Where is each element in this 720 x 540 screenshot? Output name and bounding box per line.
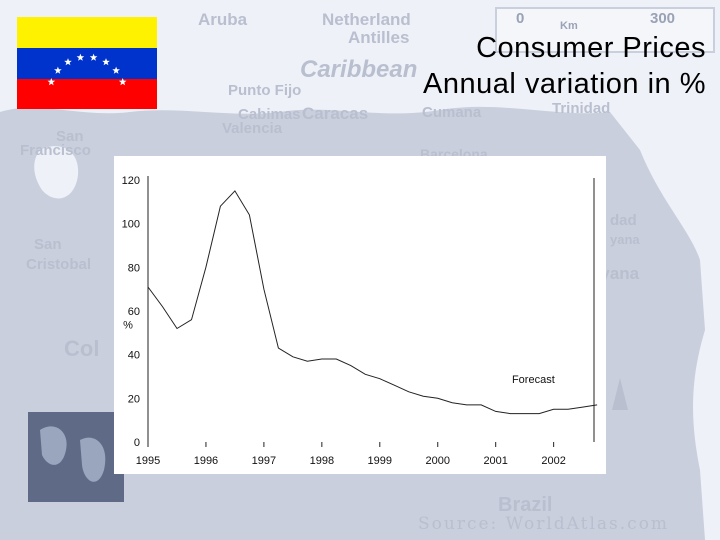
flag-star-icon [76, 53, 85, 61]
map-label: Caribbean [300, 56, 418, 83]
consumer-prices-chart: 0 20 40 60 80 100 120 1995 1996 1997 1998 1999 2000… [114, 156, 606, 474]
flag-star-icon [64, 58, 72, 66]
flag-star-icon [112, 66, 120, 74]
x-tick-label: 1997 [252, 455, 276, 467]
x-tick-label: 1998 [310, 455, 334, 467]
y-tick-label: 60 [128, 306, 140, 318]
x-tick-label: 1995 [136, 455, 160, 467]
map-label: Col [64, 336, 100, 361]
world-inset-map [28, 412, 124, 502]
scale-bar-box [495, 7, 715, 53]
scale-bar-unit: Km [560, 20, 578, 32]
flag-red-band [17, 79, 157, 109]
x-axis-ticks: 1995 1996 1997 1998 1999 2000 2001 2002 [136, 442, 566, 467]
map-label: dad [610, 212, 637, 229]
map-label: Cristobal [26, 256, 92, 273]
map-label: Trinidad [552, 100, 611, 117]
y-tick-label: 100 [122, 219, 140, 231]
map-label: Cabimas [238, 106, 301, 123]
map-label: San [34, 236, 62, 253]
slide-title-line-2: Annual variation in % [423, 68, 706, 100]
y-tick-label: 0 [134, 437, 140, 449]
y-axis-ticks: 0 20 40 60 80 100 120 [122, 175, 140, 449]
map-label: Aruba [198, 10, 248, 29]
map-label: Caracas [302, 104, 369, 123]
y-tick-label: 20 [128, 393, 140, 405]
venezuela-flag-icon [17, 17, 157, 109]
flag-star-icon [89, 53, 98, 61]
world-inset-land [40, 426, 106, 482]
y-tick-label: 80 [128, 262, 140, 274]
slide-title: Consumer Prices Annual variation in % [423, 30, 706, 102]
flag-stars [47, 53, 127, 86]
slide-title-line-1: Consumer Prices [476, 32, 706, 64]
map-label: Valencia [222, 120, 283, 137]
map-label: Antilles [348, 28, 410, 47]
flag-yellow-band [17, 17, 157, 48]
scale-bar-right: 300 [650, 10, 676, 27]
y-tick-label: 40 [128, 350, 140, 362]
y-tick-label: 120 [122, 175, 140, 187]
inflation-series-line [147, 190, 598, 415]
forecast-annotation: Forecast [512, 374, 555, 386]
map-label: Punto Fijo [228, 82, 302, 99]
x-tick-label: 2000 [426, 455, 450, 467]
map-label: Francisco [20, 142, 91, 159]
flag-star-icon [54, 66, 62, 74]
compass-icon [612, 378, 628, 410]
map-label: San [56, 128, 84, 145]
flag-blue-band [17, 48, 157, 79]
x-tick-label: 2001 [483, 455, 507, 467]
flag-star-icon [102, 58, 110, 66]
y-axis-label: % [123, 319, 133, 331]
source-credit: Source: WorldAtlas.com [418, 514, 670, 534]
x-tick-label: 1999 [368, 455, 392, 467]
map-lake [34, 146, 79, 199]
flag-star-icon [118, 78, 127, 86]
flag-star-icon [47, 78, 56, 86]
map-label: Cumana [422, 104, 482, 121]
map-label: Netherland [322, 10, 411, 29]
scale-bar-left: 0 [516, 10, 525, 27]
map-label: Brazil [498, 494, 553, 516]
map-label: yana [610, 232, 640, 247]
x-tick-label: 2002 [541, 455, 565, 467]
chart-canvas: 0 20 40 60 80 100 120 1995 1996 1997 1998 1999 2000… [122, 175, 598, 467]
x-tick-label: 1996 [194, 455, 218, 467]
